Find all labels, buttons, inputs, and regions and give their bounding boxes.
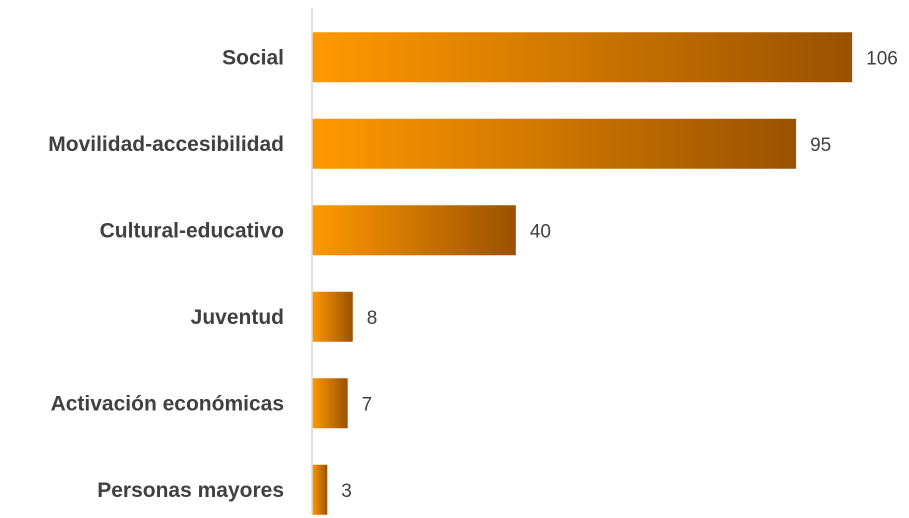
bar [312, 378, 348, 429]
data-label: 40 [530, 221, 551, 242]
bar [312, 118, 797, 169]
bar [312, 291, 353, 342]
data-label: 106 [866, 48, 898, 69]
data-label: 3 [341, 481, 352, 502]
category-label: Cultural-educativo [100, 219, 284, 242]
data-label: 95 [810, 135, 831, 156]
bar [312, 32, 853, 83]
bars-layer [312, 32, 853, 515]
category-label: Social [222, 46, 284, 69]
category-label: Movilidad-accesibilidad [48, 133, 284, 156]
bar [312, 205, 516, 256]
data-label: 8 [367, 308, 378, 329]
category-label: Activación económicas [51, 392, 284, 415]
category-label: Juventud [191, 306, 284, 329]
category-label: Personas mayores [97, 479, 284, 502]
labels-layer: Social 106 Movilidad-accesibilidad 95 Cultur… [48, 46, 898, 502]
data-label: 7 [362, 394, 373, 415]
bar [312, 464, 328, 515]
